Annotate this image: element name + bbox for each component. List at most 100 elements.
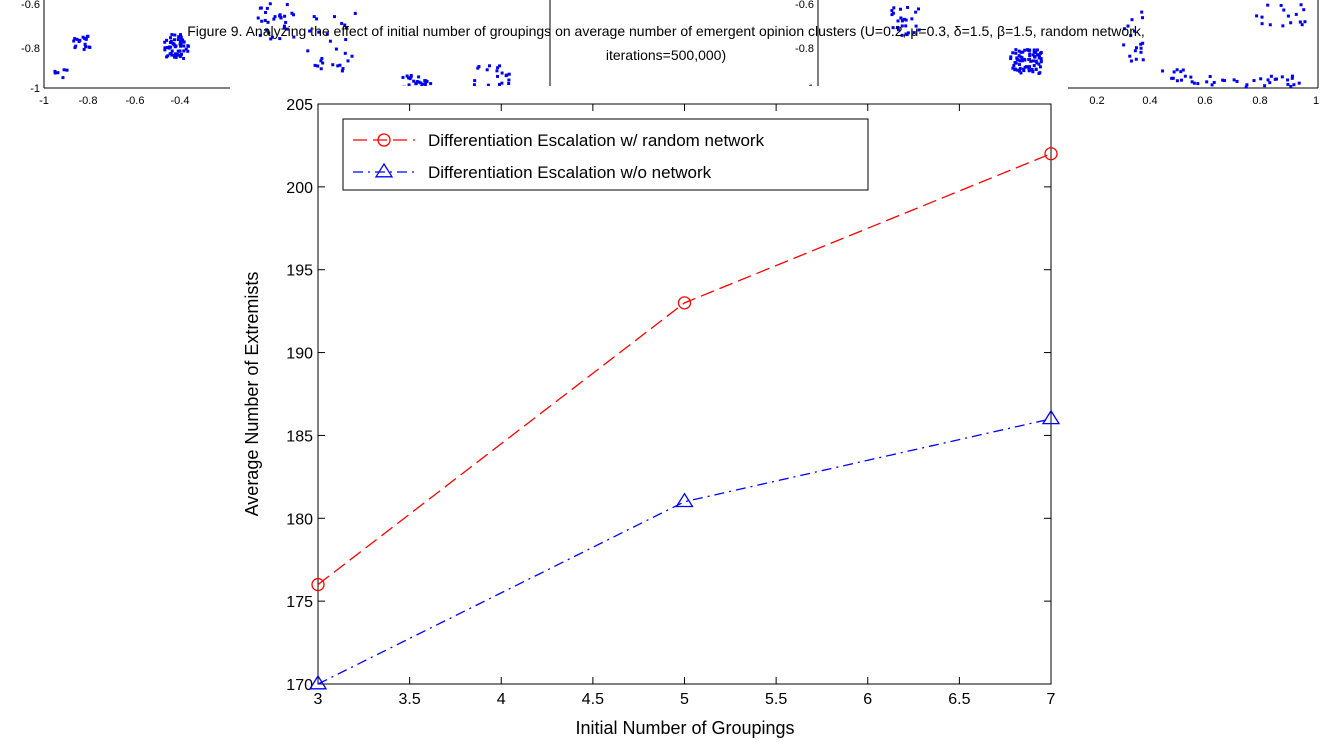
bg-right-xtick-0: 0.2 xyxy=(1089,95,1104,107)
bg-scatter-point xyxy=(1286,78,1290,82)
bg-scatter-point xyxy=(1139,46,1143,50)
bg-scatter-point xyxy=(1033,55,1037,59)
bg-scatter-point xyxy=(1140,10,1144,14)
bg-left-ytick-0: -0.6 xyxy=(21,0,40,11)
bg-scatter-point xyxy=(421,82,425,86)
bg-scatter-point xyxy=(1015,56,1019,60)
bg-right-xtick-2: 0.6 xyxy=(1197,95,1212,107)
bg-scatter-point xyxy=(1029,59,1033,63)
bg-scatter-point xyxy=(1266,78,1270,82)
bg-scatter-point xyxy=(1035,61,1039,65)
bg-scatter-point xyxy=(1141,41,1145,45)
bg-scatter-point xyxy=(401,75,405,79)
bg-scatter-point xyxy=(1028,52,1032,56)
bg-scatter-point xyxy=(256,16,260,20)
series-line xyxy=(317,153,1052,586)
bg-scatter-point xyxy=(429,82,433,86)
bg-scatter-point xyxy=(1039,51,1043,55)
bg-scatter-point xyxy=(336,64,340,68)
legend-label: Differentiation Escalation w/ random net… xyxy=(428,131,765,150)
bg-left-xtick-3: -0.4 xyxy=(171,95,190,107)
bg-scatter-point xyxy=(88,45,92,49)
data-point xyxy=(308,674,328,690)
bg-scatter-point xyxy=(408,77,412,81)
bg-scatter-point xyxy=(417,80,421,84)
bg-scatter-point xyxy=(1252,79,1256,83)
x-tick-label: 3.5 xyxy=(399,691,421,708)
bg-scatter-point xyxy=(1023,57,1027,61)
line-chart: 3 3.5 4 4.5 5 5.5 6 6.5 7 170 175 180 185 190 195 200 2… xyxy=(242,97,1061,738)
data-point xyxy=(677,296,692,310)
bg-scatter-point xyxy=(1128,54,1132,58)
bg-scatter-point xyxy=(1297,81,1301,85)
bg-scatter-point xyxy=(171,42,175,46)
bg-scatter-point xyxy=(182,49,186,53)
bg-scatter-point xyxy=(258,33,262,37)
data-point xyxy=(1044,147,1058,161)
bg-scatter-point xyxy=(83,36,87,40)
bg-scatter-point xyxy=(1037,56,1041,60)
bg-scatter-point xyxy=(1268,23,1272,27)
x-axis: 3 3.5 4 4.5 5 5.5 6 6.5 7 xyxy=(314,104,1056,708)
data-point xyxy=(675,492,694,508)
bg-scatter-point xyxy=(186,44,190,48)
bg-scatter-point xyxy=(1022,69,1026,73)
bg-scatter-point xyxy=(266,20,270,24)
bg-scatter-point xyxy=(423,79,427,83)
bg-scatter-point xyxy=(1037,71,1041,75)
bg-scatter-point xyxy=(177,53,181,57)
bg-scatter-point xyxy=(74,44,78,48)
y-axis: 170 175 180 185 190 195 200 205 xyxy=(286,97,1051,694)
bg-scatter-point xyxy=(1222,79,1226,83)
bg-scatter-point xyxy=(488,64,492,68)
bg-scatter-point xyxy=(419,81,423,85)
bg-scatter-point xyxy=(1259,77,1263,81)
bg-scatter-point xyxy=(174,44,178,48)
x-tick-label: 6.5 xyxy=(948,691,970,708)
bg-scatter-point xyxy=(179,36,183,40)
bg-scatter-point xyxy=(1027,66,1031,70)
bg-scatter-point xyxy=(1133,49,1137,53)
bg-scatter-point xyxy=(1024,65,1028,69)
bg-scatter-point xyxy=(507,82,511,86)
x-tick-label: 3 xyxy=(314,691,323,708)
bg-scatter-point xyxy=(899,7,903,11)
bg-scatter-point xyxy=(163,40,167,44)
bg-scatter-point xyxy=(1129,59,1133,63)
bg-scatter-point xyxy=(338,63,342,67)
bg-scatter-point xyxy=(291,13,295,17)
bg-scatter-point xyxy=(900,24,904,28)
y-tick-label: 195 xyxy=(286,263,313,280)
bg-scatter-point xyxy=(1172,70,1176,74)
bg-scatter-point xyxy=(1210,83,1214,87)
bg-scatter-point xyxy=(476,66,480,70)
bg-right-ytick-0: -0.6 xyxy=(795,0,814,11)
bg-scatter-point xyxy=(906,5,910,9)
bg-scatter-point xyxy=(169,45,173,49)
bg-scatter-point xyxy=(1038,65,1042,69)
bg-scatter-point xyxy=(1179,70,1183,74)
bg-scatter-point xyxy=(1281,24,1285,28)
bg-scatter-point xyxy=(1018,67,1022,71)
bg-scatter-point xyxy=(1122,27,1126,31)
bg-scatter-point xyxy=(167,46,171,50)
bg-scatter-point xyxy=(914,10,918,14)
x-tick-label: 4 xyxy=(497,691,506,708)
plot-area xyxy=(317,103,1052,685)
bg-scatter-point xyxy=(278,13,282,17)
bg-scatter-point xyxy=(1181,68,1185,72)
bg-scatter-point xyxy=(285,3,289,7)
bg-scatter-point xyxy=(1039,60,1043,64)
bg-scatter-point xyxy=(270,35,274,39)
bg-scatter-point xyxy=(1263,84,1267,88)
bg-scatter-point xyxy=(332,15,336,19)
bg-scatter-point xyxy=(279,16,283,20)
bg-scatter-point xyxy=(317,30,321,34)
bg-scatter-point xyxy=(278,37,282,41)
bg-scatter-point xyxy=(83,42,87,46)
x-tick-label: 6 xyxy=(863,691,872,708)
bg-scatter-point xyxy=(1245,83,1249,87)
bg-scatter-point xyxy=(163,48,167,52)
bg-scatter-point xyxy=(405,74,409,78)
bg-scatter-point xyxy=(175,52,179,56)
